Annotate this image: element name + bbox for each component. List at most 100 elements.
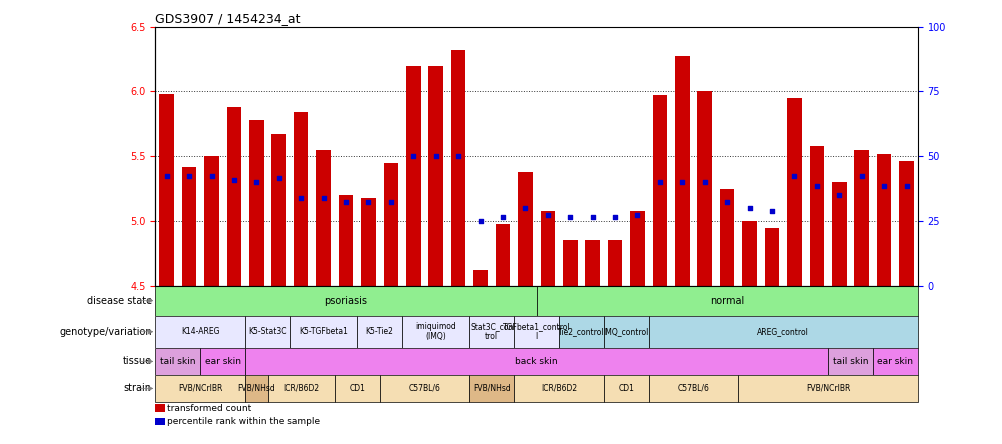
Point [786,172,802,179]
Text: GDS3907 / 1454234_at: GDS3907 / 1454234_at [155,12,301,25]
Text: FVB/NHsd: FVB/NHsd [237,384,275,393]
Bar [629,210,644,286]
Bar [339,195,353,286]
Bar [268,375,335,402]
Bar [244,375,268,402]
Text: genotype/variation: genotype/variation [59,327,151,337]
Point [764,207,780,214]
Bar [361,198,376,286]
Bar [603,375,648,402]
Bar [226,107,241,286]
Bar [181,166,196,286]
Point [853,172,869,179]
Text: tail skin: tail skin [160,357,195,366]
Bar [585,241,599,286]
Text: ICR/B6D2: ICR/B6D2 [540,384,576,393]
Text: normal: normal [709,296,743,305]
Bar [294,112,309,286]
Text: psoriasis: psoriasis [325,296,367,305]
Bar [737,375,917,402]
Bar [244,348,828,375]
Text: ICR/B6D2: ICR/B6D2 [283,384,319,393]
Point [875,182,891,190]
Text: K5-Tie2: K5-Tie2 [366,327,393,336]
Point [696,178,712,186]
Text: CD1: CD1 [349,384,365,393]
Bar [383,163,398,286]
Bar [558,316,603,348]
Bar [514,316,558,348]
Point [338,198,354,205]
Bar [495,224,510,286]
Text: TGFbeta1_control
l: TGFbeta1_control l [502,322,570,341]
Bar [832,182,846,286]
Bar [674,56,689,286]
Bar [809,146,824,286]
Bar [155,418,164,425]
Bar [764,227,779,286]
Bar [200,348,244,375]
Bar [648,316,917,348]
Bar [204,156,218,286]
Bar [540,210,554,286]
Text: disease state: disease state [86,296,151,305]
Text: Stat3C_con
trol: Stat3C_con trol [470,322,513,341]
Point [740,205,757,212]
Point [562,214,578,221]
Point [584,214,600,221]
Point [898,182,914,190]
Bar [473,270,487,286]
Point [203,172,219,179]
Point [718,198,734,205]
Bar [335,375,380,402]
Bar [406,66,420,286]
Bar [648,375,737,402]
Point [427,153,443,160]
Bar [514,375,603,402]
Point [181,172,197,179]
Bar [469,375,514,402]
Text: ear skin: ear skin [204,357,240,366]
Bar [155,286,536,316]
Bar [607,241,621,286]
Text: AREG_control: AREG_control [757,327,809,336]
Text: percentile rank within the sample: percentile rank within the sample [166,417,320,426]
Bar [357,316,402,348]
Point [831,191,847,198]
Bar [380,375,469,402]
Point [360,198,376,205]
Point [651,178,667,186]
Text: strain: strain [123,384,151,393]
Text: K5-TGFbeta1: K5-TGFbeta1 [299,327,348,336]
Text: ear skin: ear skin [877,357,913,366]
Bar [518,172,532,286]
Bar [290,316,357,348]
Bar [719,189,733,286]
Bar [316,150,331,286]
Bar [876,154,891,286]
Point [450,153,466,160]
Bar [899,162,913,286]
Point [271,175,287,182]
Text: imiquimod
(IMQ): imiquimod (IMQ) [415,322,456,341]
Point [472,218,488,225]
Bar [469,316,514,348]
Bar [155,375,244,402]
Text: FVB/NCrIBR: FVB/NCrIBR [178,384,222,393]
Point [606,214,622,221]
Point [248,178,265,186]
Text: K5-Stat3C: K5-Stat3C [248,327,287,336]
Bar [159,94,173,286]
Bar [828,348,872,375]
Text: back skin: back skin [515,357,557,366]
Bar [603,316,648,348]
Bar [787,98,801,286]
Point [316,194,332,201]
Text: Tie2_control: Tie2_control [557,327,604,336]
Bar [155,348,200,375]
Text: tail skin: tail skin [832,357,868,366]
Bar [696,91,711,286]
Text: IMQ_control: IMQ_control [603,327,648,336]
Bar [402,316,469,348]
Bar [562,241,577,286]
